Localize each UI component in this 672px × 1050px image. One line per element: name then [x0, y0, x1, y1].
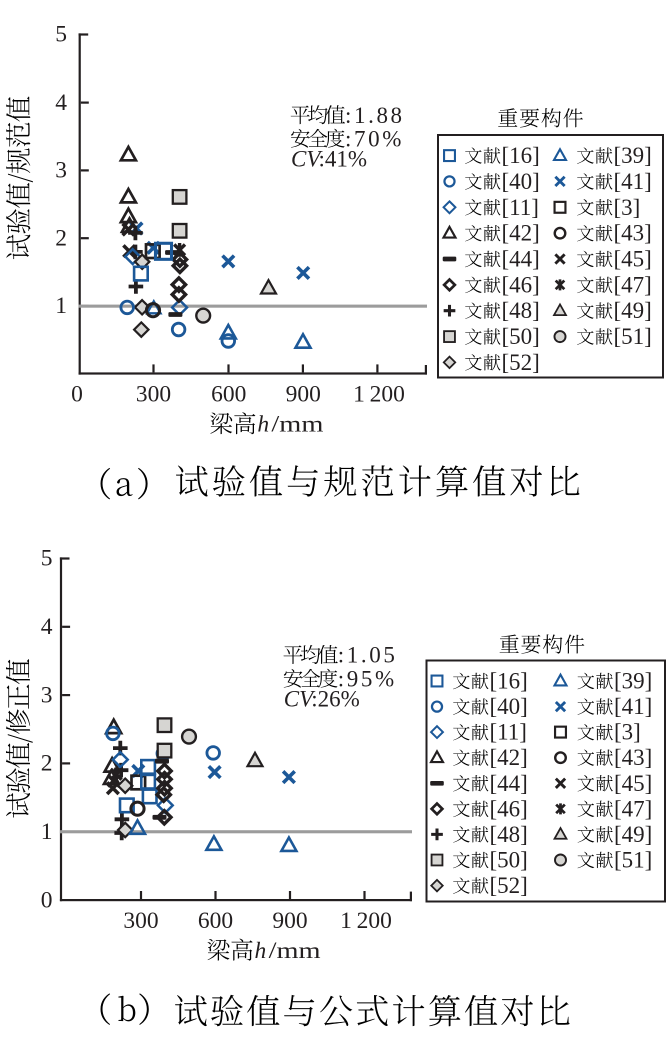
svg-text:0: 0: [71, 382, 83, 408]
svg-text:5: 5: [55, 22, 67, 48]
svg-text:5: 5: [41, 546, 53, 572]
svg-text:CV: CV: [284, 687, 316, 712]
svg-text:[40]: [40]: [490, 694, 528, 719]
svg-text:4: 4: [55, 90, 67, 116]
svg-text:[49]: [49]: [614, 822, 652, 847]
svg-text:[3]: [3]: [614, 195, 641, 220]
svg-text:[50]: [50]: [490, 848, 528, 873]
svg-text:/mm: /mm: [271, 412, 323, 438]
svg-text:/mm: /mm: [269, 938, 321, 964]
svg-text:3: 3: [55, 158, 67, 184]
svg-text:600: 600: [198, 908, 233, 934]
svg-text:[11]: [11]: [502, 195, 539, 220]
svg-text:[47]: [47]: [614, 272, 652, 297]
svg-text:[41]: [41]: [614, 169, 652, 194]
svg-text:[45]: [45]: [614, 247, 652, 272]
svg-text:[46]: [46]: [502, 272, 540, 297]
svg-text:[39]: [39]: [614, 669, 652, 694]
svg-text:[43]: [43]: [614, 745, 652, 770]
svg-text:CV: CV: [291, 146, 323, 171]
svg-text::95%: :95%: [338, 666, 397, 691]
svg-text:[52]: [52]: [502, 350, 540, 375]
svg-text:1: 1: [41, 819, 53, 845]
svg-text:300: 300: [123, 908, 158, 934]
svg-text::70%: :70%: [345, 126, 404, 151]
svg-text:h: h: [255, 938, 267, 964]
svg-text:[51]: [51]: [614, 848, 652, 873]
svg-text::26%: :26%: [311, 687, 360, 712]
svg-text::41%: :41%: [319, 146, 368, 171]
svg-text:1: 1: [55, 293, 67, 319]
svg-text:1 200: 1 200: [340, 908, 392, 934]
svg-text:[43]: [43]: [614, 221, 652, 246]
svg-text:2: 2: [41, 751, 53, 777]
svg-text:2: 2: [55, 225, 67, 251]
svg-text:[16]: [16]: [502, 143, 540, 168]
svg-text:[52]: [52]: [490, 873, 528, 898]
svg-text:[51]: [51]: [614, 324, 652, 349]
svg-text:900: 900: [272, 908, 307, 934]
svg-text:[50]: [50]: [502, 324, 540, 349]
svg-text:[42]: [42]: [490, 745, 528, 770]
svg-text:[44]: [44]: [490, 771, 528, 796]
svg-text:0: 0: [41, 887, 53, 913]
svg-text:600: 600: [211, 382, 246, 408]
svg-text:300: 300: [136, 382, 171, 408]
svg-text:3: 3: [41, 682, 53, 708]
svg-text:[48]: [48]: [490, 822, 528, 847]
svg-text:4: 4: [41, 614, 53, 640]
svg-text:[16]: [16]: [490, 669, 528, 694]
svg-text:[41]: [41]: [614, 694, 652, 719]
svg-text:[49]: [49]: [614, 298, 652, 323]
svg-text:[47]: [47]: [614, 796, 652, 821]
svg-text:[3]: [3]: [614, 720, 641, 745]
svg-text:[48]: [48]: [502, 298, 540, 323]
svg-text:[45]: [45]: [614, 771, 652, 796]
svg-text:[42]: [42]: [502, 221, 540, 246]
svg-text:[44]: [44]: [502, 247, 540, 272]
svg-text:[11]: [11]: [490, 720, 527, 745]
svg-text:[40]: [40]: [502, 169, 540, 194]
svg-text:900: 900: [286, 382, 321, 408]
svg-text:h: h: [257, 412, 269, 438]
svg-text:[39]: [39]: [614, 143, 652, 168]
svg-text:1 200: 1 200: [353, 382, 405, 408]
svg-text::1.05: :1.05: [338, 643, 398, 668]
svg-text::1.88: :1.88: [345, 103, 405, 128]
svg-text:[46]: [46]: [490, 796, 528, 821]
